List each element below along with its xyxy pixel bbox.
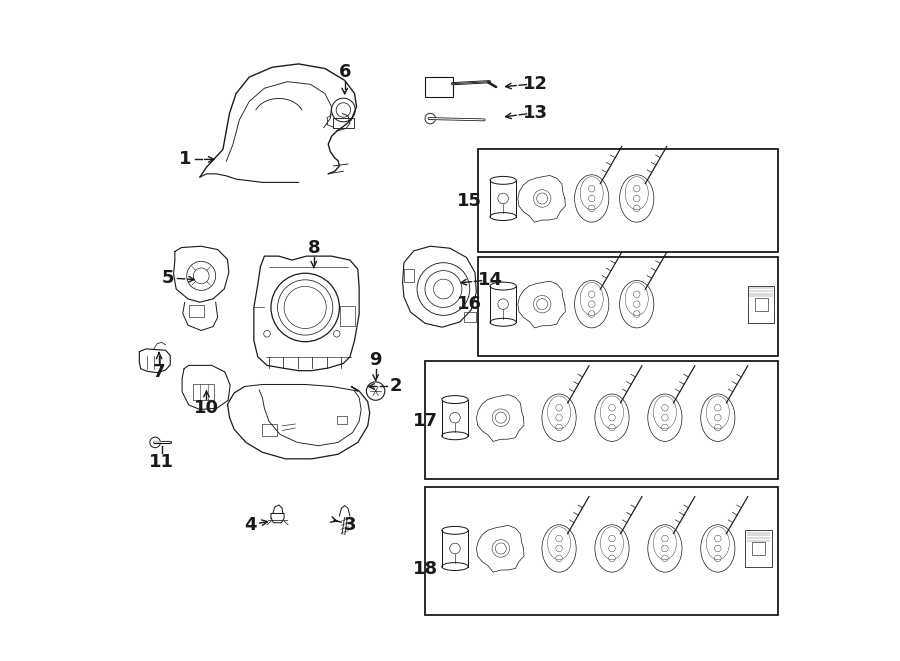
Text: 12: 12 [523, 75, 548, 93]
Text: 11: 11 [149, 453, 175, 471]
Bar [425, 77, 453, 97]
Text: 17: 17 [413, 412, 438, 430]
Bar [340, 306, 355, 326]
Bar [263, 424, 277, 436]
Bar [337, 416, 347, 424]
Text: 8: 8 [308, 239, 320, 257]
Bar [404, 269, 414, 282]
Text: 16: 16 [456, 295, 482, 313]
Bar [752, 542, 765, 555]
Text: 6: 6 [338, 63, 351, 81]
Bar [425, 487, 778, 615]
Bar [194, 384, 214, 401]
Text: 3: 3 [344, 516, 356, 533]
Text: 18: 18 [413, 560, 438, 578]
Bar [745, 530, 771, 567]
Text: 2: 2 [390, 377, 402, 395]
Bar [425, 362, 778, 479]
Bar [478, 256, 778, 356]
Text: 10: 10 [194, 399, 219, 417]
Text: 1: 1 [179, 150, 192, 169]
Bar [333, 118, 354, 128]
Bar [189, 305, 203, 317]
Bar [464, 312, 476, 322]
Text: 13: 13 [523, 104, 548, 122]
Text: 5: 5 [162, 269, 175, 287]
Bar [755, 297, 768, 311]
Text: 4: 4 [244, 516, 256, 533]
Text: 14: 14 [478, 271, 503, 289]
Text: 9: 9 [369, 351, 382, 369]
Bar [748, 286, 775, 323]
Text: 7: 7 [153, 363, 166, 381]
Bar [478, 149, 778, 252]
Text: 15: 15 [456, 192, 482, 210]
